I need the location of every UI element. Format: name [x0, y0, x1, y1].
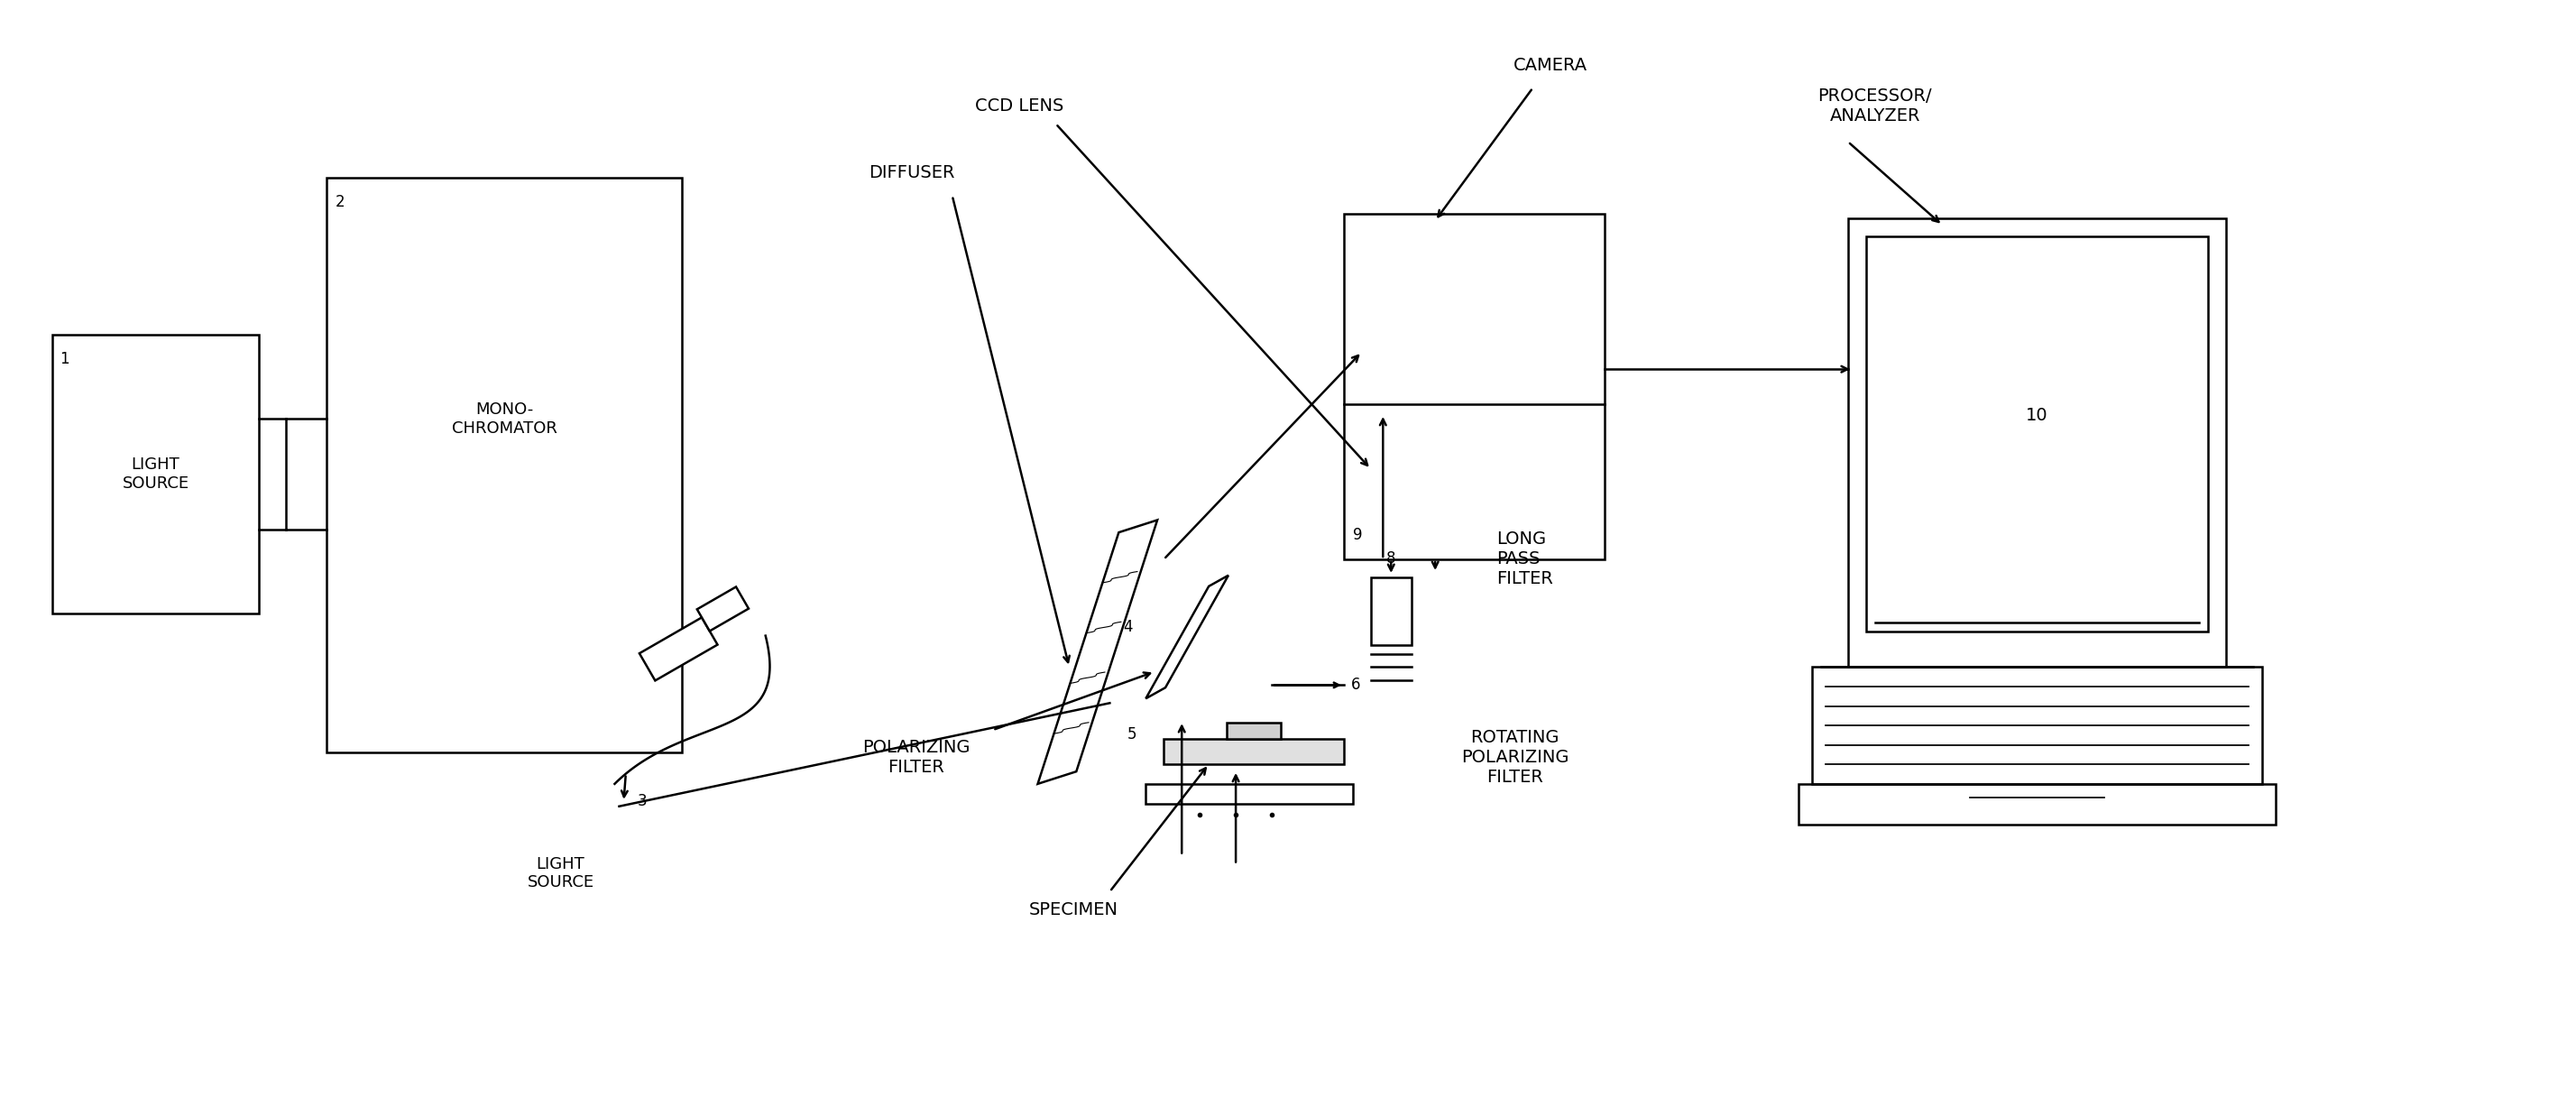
Text: 10: 10 [2025, 407, 2048, 424]
Bar [1146, 783, 1352, 804]
Text: CCD LENS: CCD LENS [976, 97, 1064, 114]
Text: ROTATING
POLARIZING
FILTER: ROTATING POLARIZING FILTER [1461, 729, 1569, 786]
Bar [52, 335, 260, 613]
Text: 4: 4 [1123, 618, 1133, 635]
Text: LIGHT
SOURCE: LIGHT SOURCE [528, 856, 595, 891]
Text: 1: 1 [59, 350, 70, 367]
Bar [1370, 577, 1412, 645]
Text: 2: 2 [335, 194, 345, 210]
Text: LIGHT
SOURCE: LIGHT SOURCE [121, 456, 188, 491]
Text: 5: 5 [1128, 727, 1136, 742]
Bar [1164, 739, 1345, 764]
Text: POLARIZING
FILTER: POLARIZING FILTER [863, 739, 971, 776]
Bar [1345, 213, 1605, 559]
Text: DIFFUSER: DIFFUSER [868, 164, 956, 182]
Polygon shape [1146, 576, 1229, 699]
Polygon shape [1038, 520, 1157, 783]
Bar [1865, 235, 2208, 632]
Text: CAMERA: CAMERA [1515, 57, 1587, 74]
Bar [327, 177, 683, 752]
Bar [1811, 667, 2262, 783]
Text: SPECIMEN: SPECIMEN [1028, 901, 1118, 918]
Bar [1226, 723, 1280, 739]
Text: 8: 8 [1386, 550, 1396, 567]
Bar [1798, 783, 2275, 825]
Polygon shape [698, 587, 750, 631]
Text: 9: 9 [1352, 527, 1363, 543]
Text: MONO-
CHROMATOR: MONO- CHROMATOR [451, 402, 556, 436]
Polygon shape [639, 617, 719, 681]
Text: PROCESSOR/
ANALYZER: PROCESSOR/ ANALYZER [1819, 87, 1932, 124]
Bar [1847, 218, 2226, 667]
Text: 6: 6 [1350, 677, 1360, 693]
Text: LONG
PASS
FILTER: LONG PASS FILTER [1497, 531, 1553, 588]
Text: 3: 3 [636, 792, 647, 809]
